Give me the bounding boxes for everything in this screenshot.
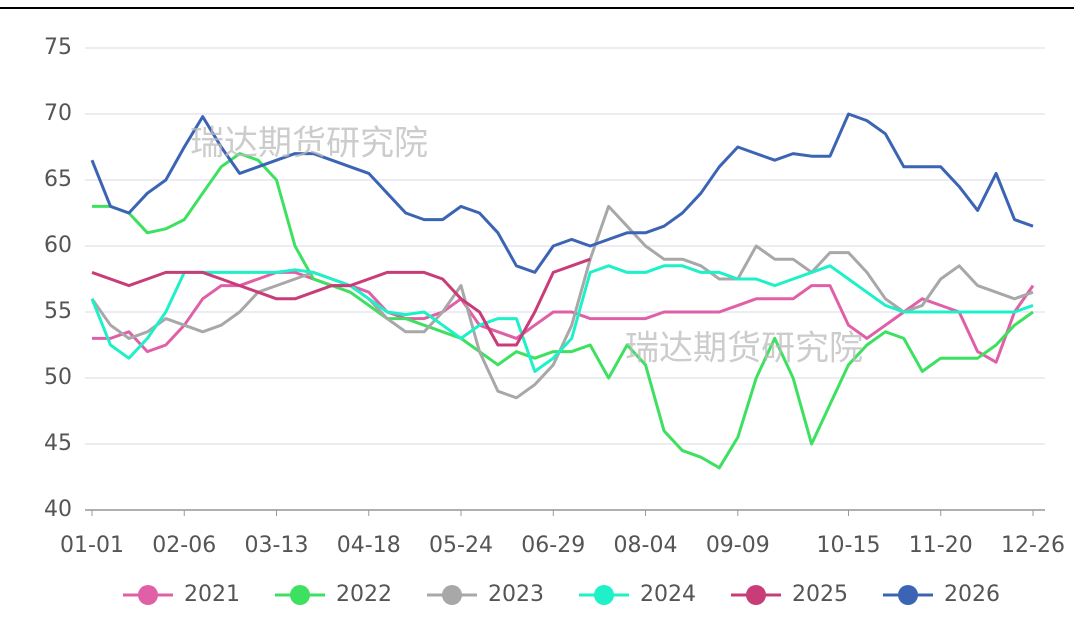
legend-label: 2025 bbox=[792, 582, 848, 607]
y-tick-label: 40 bbox=[44, 497, 72, 522]
legend-marker bbox=[746, 585, 766, 605]
series-line bbox=[92, 270, 1035, 364]
x-tick-label: 12-26 bbox=[1001, 533, 1065, 558]
series-line bbox=[90, 112, 1034, 274]
x-tick-label: 06-29 bbox=[521, 533, 585, 558]
legend-label: 2026 bbox=[944, 582, 1000, 607]
legend-marker bbox=[138, 585, 158, 605]
legend-marker bbox=[442, 585, 462, 605]
legend-marker bbox=[898, 585, 918, 605]
y-tick-label: 65 bbox=[44, 167, 72, 192]
series-line bbox=[90, 204, 1034, 400]
series-line bbox=[90, 264, 1034, 373]
legend-label: 2023 bbox=[488, 582, 544, 607]
plot: 40 45 50 55 60 65 70 75 01-01 02-06 03-13 04-18 05-2… bbox=[44, 35, 1065, 558]
x-tick-label: 05-24 bbox=[429, 533, 493, 558]
y-tick-label: 70 bbox=[44, 101, 72, 126]
y-tick-label: 45 bbox=[44, 431, 72, 456]
x-tick-label: 04-18 bbox=[337, 533, 401, 558]
y-tick-label: 50 bbox=[44, 365, 72, 390]
x-tick-label: 08-04 bbox=[614, 533, 678, 558]
x-tick-label: 02-06 bbox=[152, 533, 216, 558]
watermark: 瑞达期货研究院 bbox=[625, 329, 863, 369]
legend-label: 2024 bbox=[640, 582, 696, 607]
x-tick-label: 03-13 bbox=[245, 533, 309, 558]
legend-label: 2022 bbox=[336, 582, 392, 607]
y-tick-label: 75 bbox=[44, 35, 72, 60]
watermark: 瑞达期货研究院 bbox=[190, 124, 428, 164]
x-tick-label: 09-09 bbox=[706, 533, 770, 558]
series-line bbox=[91, 257, 591, 347]
legend-label: 2021 bbox=[184, 582, 240, 607]
y-tick-label: 60 bbox=[44, 233, 72, 258]
legend-marker bbox=[290, 585, 310, 605]
x-tick-label: 11-20 bbox=[909, 533, 973, 558]
series-line bbox=[92, 152, 1034, 470]
x-tick-label: 10-15 bbox=[817, 533, 881, 558]
legend-marker bbox=[594, 585, 614, 605]
x-tick-label: 01-01 bbox=[60, 533, 124, 558]
y-tick-label: 55 bbox=[44, 299, 72, 324]
